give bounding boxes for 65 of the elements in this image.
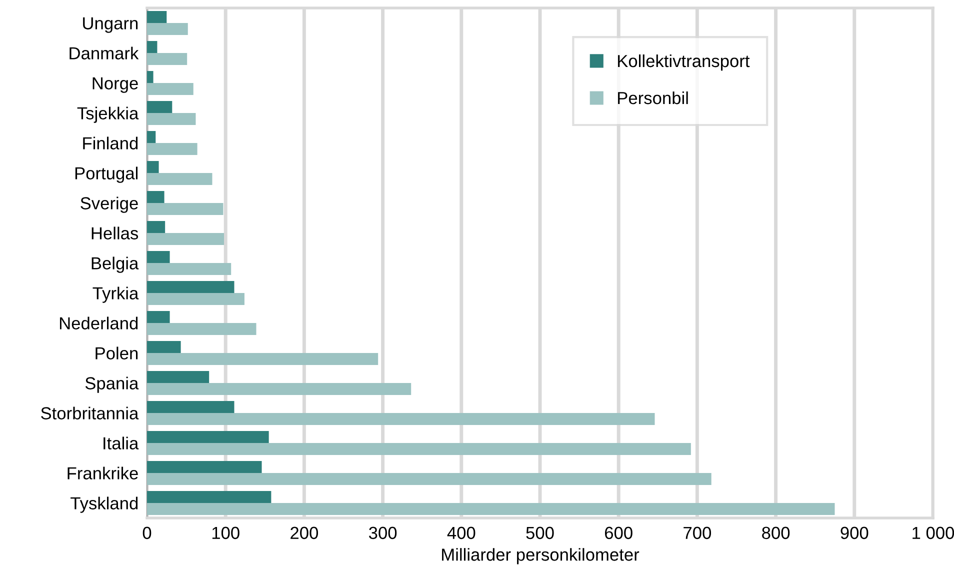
bar (147, 161, 159, 173)
bar (147, 371, 210, 383)
bar (147, 491, 272, 503)
y-tick-label: Storbritannia (41, 406, 139, 420)
x-tick-label: 1 000 (912, 526, 954, 540)
x-tick-label: 200 (290, 526, 318, 540)
y-tick-label: Tyskland (70, 496, 138, 513)
bar (147, 473, 712, 485)
bar (147, 263, 232, 275)
x-tick-label: 300 (368, 526, 397, 540)
x-tick-label: 600 (605, 526, 632, 540)
bar (147, 413, 655, 425)
legend-label: Kollektivtransport (618, 54, 750, 71)
y-tick-label: Finland (83, 136, 138, 150)
y-tick-label: Polen (96, 346, 138, 360)
bar (147, 431, 269, 443)
y-tick-label: Ungarn (83, 17, 138, 33)
bar (147, 143, 198, 155)
bar (147, 23, 188, 35)
legend-label: Personbil (618, 91, 688, 104)
y-tick-label: Spania (85, 376, 139, 393)
bar (147, 323, 256, 335)
bar (147, 53, 188, 65)
y-tick-label: Portugal (75, 166, 138, 183)
bar (147, 383, 412, 395)
x-tick-label: 500 (526, 526, 554, 540)
bar (147, 83, 194, 95)
x-tick-label: 800 (762, 526, 790, 540)
y-tick-label: Danmark (70, 46, 139, 60)
y-tick-label: Belgia (92, 256, 139, 273)
bar (147, 41, 158, 53)
bar (147, 131, 156, 143)
bar (147, 293, 244, 305)
bar (147, 503, 835, 515)
x-tick-label: 0 (142, 526, 152, 540)
bar (147, 191, 164, 203)
x-axis-title: Milliarder personkilometer (442, 548, 640, 564)
bar (147, 71, 154, 83)
bar (147, 173, 212, 185)
bar (147, 11, 167, 23)
bar (147, 233, 224, 245)
bar (147, 461, 262, 473)
bar (147, 203, 224, 215)
x-tick-label: 900 (840, 526, 868, 540)
bar (147, 101, 172, 113)
y-tick-label: Tyrkia (92, 286, 139, 303)
bar (147, 113, 196, 125)
x-tick-label: 100 (212, 526, 240, 540)
x-tick-label: 400 (447, 526, 476, 540)
y-tick-label: Sverige (80, 196, 138, 213)
x-tick-label: 700 (684, 526, 712, 540)
bar (147, 353, 378, 365)
bar (147, 443, 691, 455)
bar (147, 221, 166, 233)
y-tick-label: Italia (104, 436, 139, 450)
bar (147, 281, 234, 293)
bar (147, 251, 170, 263)
y-tick-label: Hellas (92, 226, 138, 240)
bar (147, 401, 234, 413)
y-tick-label: Tsjekkia (77, 106, 139, 123)
y-tick-label: Norge (92, 77, 138, 93)
bar (147, 341, 181, 353)
y-tick-label: Nederland (60, 316, 138, 330)
y-tick-label: Frankrike (68, 466, 138, 480)
bar (147, 311, 170, 323)
